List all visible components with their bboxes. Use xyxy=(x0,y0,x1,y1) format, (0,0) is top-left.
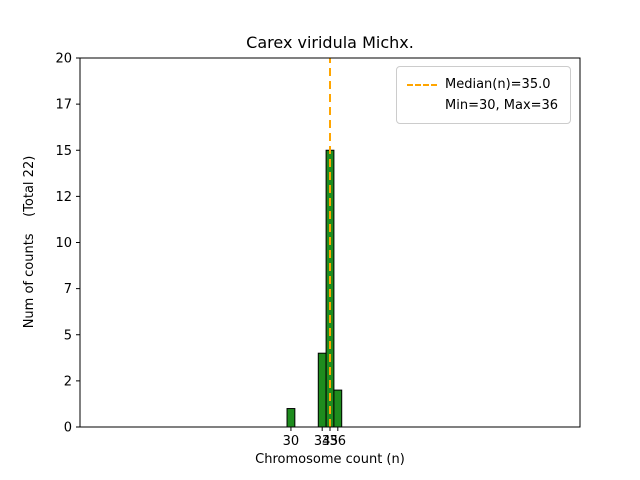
histogram-bar xyxy=(317,352,327,428)
legend-minmax-label: Min=30, Max=36 xyxy=(445,98,559,113)
legend-entry-minmax: Min=30, Max=36 xyxy=(407,95,558,116)
y-axis-label: Num of counts (Total 22) xyxy=(22,155,37,329)
y-tick-label: 10 xyxy=(55,236,72,251)
x-tick-label: 35 xyxy=(322,434,339,449)
x-tick-label: 36 xyxy=(330,434,347,449)
x-axis-label: Chromosome count (n) xyxy=(255,452,405,467)
y-tick-label: 2 xyxy=(64,374,72,389)
legend-entry-median: Median(n)=35.0 xyxy=(407,74,558,95)
legend-spacer xyxy=(407,105,437,107)
x-tick-label: 30 xyxy=(283,434,300,449)
y-tick-label: 5 xyxy=(64,328,72,343)
legend: Median(n)=35.0 Min=30, Max=36 xyxy=(396,66,572,124)
y-tick-label: 0 xyxy=(64,421,72,436)
histogram-bar xyxy=(333,389,343,428)
median-dashed-line-icon xyxy=(407,83,437,86)
chart-title: Carex viridula Michx. xyxy=(246,33,414,52)
legend-median-label: Median(n)=35.0 xyxy=(445,77,551,92)
y-tick-label: 20 xyxy=(55,52,72,67)
y-tick-label: 15 xyxy=(55,144,72,159)
y-tick-label: 12 xyxy=(55,190,72,205)
y-tick-label: 17 xyxy=(55,98,72,113)
histogram-bar xyxy=(286,408,296,428)
x-tick-label: 34 xyxy=(314,434,331,449)
y-tick-label: 7 xyxy=(64,282,72,297)
